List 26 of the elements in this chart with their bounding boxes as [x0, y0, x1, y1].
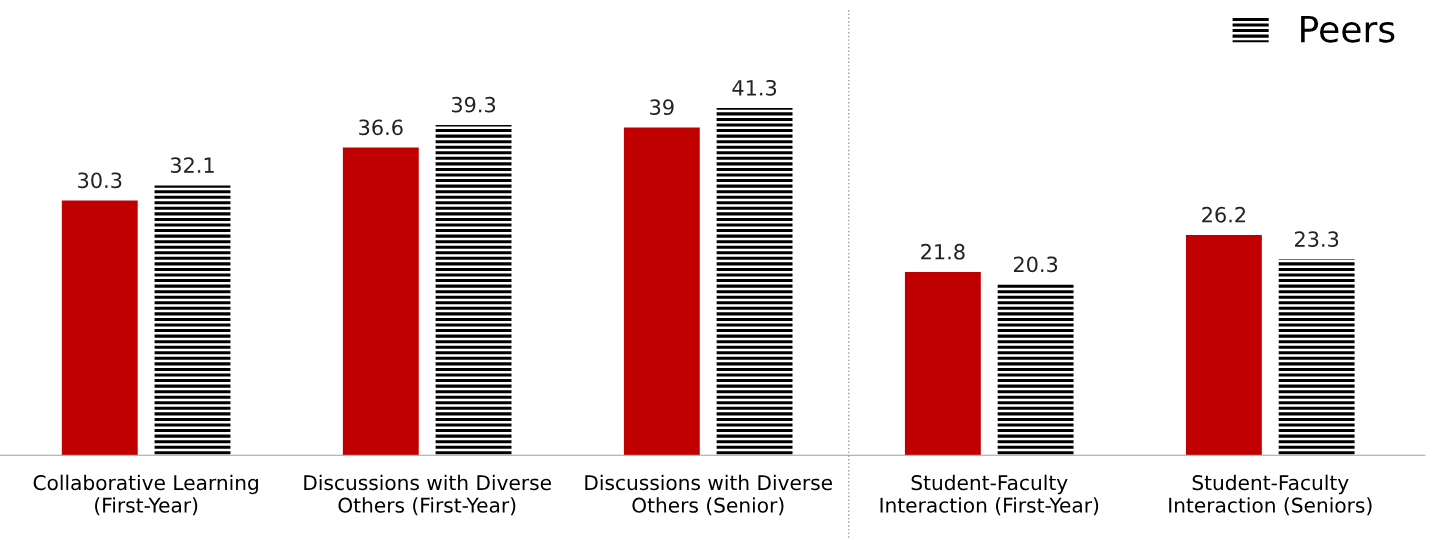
data-label: 26.2: [1202, 206, 1246, 223]
bar: [61, 200, 138, 456]
bar: [716, 108, 793, 456]
legend-label: Peers: [1301, 15, 1395, 43]
data-label: 36.6: [359, 119, 403, 136]
x-tick-label: Student-Faculty Interaction (Seniors): [1169, 474, 1372, 516]
bar: [623, 127, 700, 456]
bar: [154, 185, 231, 456]
bar: [1278, 259, 1355, 456]
bar: [997, 284, 1074, 456]
x-tick-label: Discussions with Diverse Others (First-Year): [304, 474, 551, 516]
x-tick-label: Discussions with Diverse Others (Senior): [585, 474, 832, 516]
data-label: 21.8: [921, 243, 965, 260]
data-label: 39.3: [451, 96, 496, 113]
data-label: 30.3: [78, 172, 122, 189]
bar: [1185, 235, 1262, 456]
x-tick-label: Collaborative Learning (First-Year): [33, 474, 258, 516]
bar: [904, 271, 981, 456]
data-label: 32.1: [170, 157, 214, 174]
bar: [342, 147, 419, 456]
data-label: 41.3: [732, 79, 777, 96]
bar: [435, 124, 512, 456]
data-label: 23.3: [1294, 231, 1339, 247]
data-label: 20.3: [1013, 256, 1058, 273]
x-tick-label: Student-Faculty Interaction (First-Year): [880, 474, 1099, 516]
data-label: 39: [650, 99, 674, 116]
